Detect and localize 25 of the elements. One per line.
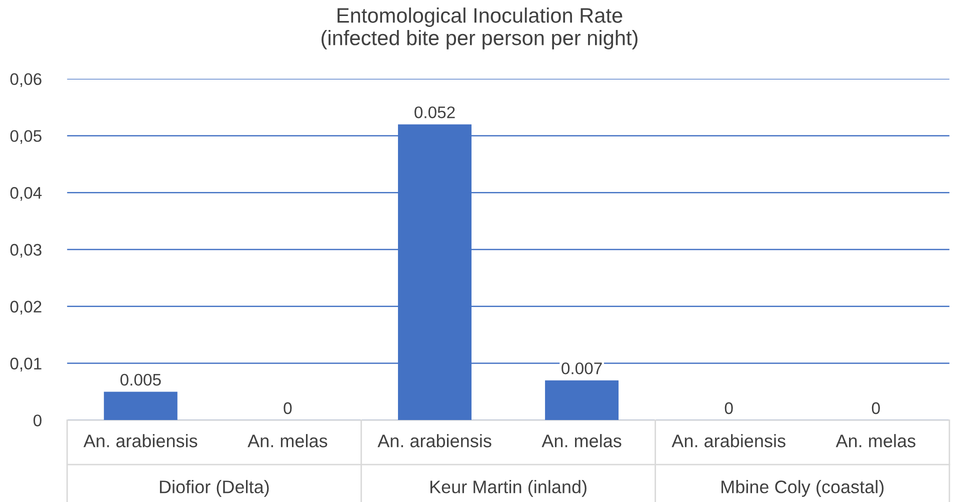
x-tick-label: An. melas [542,434,622,448]
data-label: 0.052 [414,106,455,118]
x-tick-label: An. arabiensis [378,434,492,448]
text: Diofior (Delta) [160,480,269,497]
bar [545,380,619,420]
y-tick-label: 0,05 [10,130,42,144]
y-tick-label: 0,04 [10,187,42,201]
x-tick-label: An. arabiensis [672,434,786,448]
y-tick-label: 0,03 [10,244,42,258]
data-label: 0.005 [120,374,161,386]
y-tick-label: 0,01 [10,358,42,372]
text: Mbine Coly (coastal) [722,480,884,497]
x-tick-label: An. melas [836,434,916,448]
bar [104,392,178,420]
data-label: 0 [872,402,880,414]
y-tick-label: 0 [34,414,42,426]
x-tick-label: An. melas [248,434,328,448]
chart-title: Entomological Inoculation Rate (infected bite per person per night) [322,8,638,50]
data-label: 0 [284,402,292,414]
text: Keur Martin (inland) [430,480,586,497]
data-label: 0.007 [562,362,602,374]
x-tick-label: An. arabiensis [83,434,198,448]
y-tick-label: 0,06 [10,73,42,87]
y-tick-label: 0,02 [10,300,42,315]
data-label: 0 [724,402,733,414]
